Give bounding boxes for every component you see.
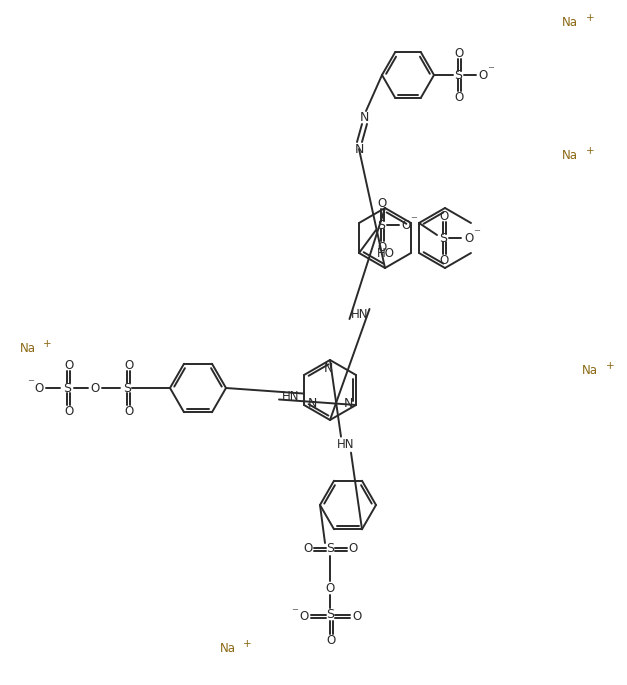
Text: O: O [34,382,44,395]
Text: Na: Na [220,641,236,654]
Text: S: S [123,382,131,395]
Text: HN: HN [337,438,355,451]
Text: ⁻: ⁻ [292,606,298,619]
Text: O: O [325,582,335,595]
Text: O: O [65,358,73,371]
Text: S: S [326,542,334,554]
Text: O: O [440,253,449,266]
Text: O: O [124,405,134,417]
Text: HN: HN [350,308,368,321]
Text: Na: Na [562,149,578,162]
Text: ⁻: ⁻ [411,214,418,227]
Text: S: S [63,382,71,395]
Text: O: O [465,232,473,245]
Text: O: O [455,90,463,103]
Text: ⁻: ⁻ [28,377,34,390]
Text: N: N [359,110,369,123]
Text: O: O [352,610,362,623]
Text: N: N [344,397,352,410]
Text: N: N [354,142,364,155]
Text: O: O [478,68,488,82]
Text: N: N [324,362,333,375]
Text: +: + [243,639,251,649]
Text: HN: HN [282,390,300,403]
Text: S: S [439,232,447,245]
Text: S: S [454,68,462,82]
Text: O: O [440,210,449,223]
Text: O: O [327,634,335,647]
Text: Na: Na [20,342,36,355]
Text: HO: HO [377,247,395,260]
Text: +: + [586,146,594,156]
Text: O: O [299,610,308,623]
Text: O: O [303,543,313,556]
Text: +: + [43,339,51,349]
Text: Na: Na [562,16,578,29]
Text: O: O [377,240,387,253]
Text: O: O [65,405,73,417]
Text: +: + [586,13,594,23]
Text: O: O [90,382,100,395]
Text: +: + [606,361,614,371]
Text: O: O [124,358,134,371]
Text: ⁻: ⁻ [473,227,480,240]
Text: O: O [455,47,463,60]
Text: O: O [377,197,387,210]
Text: S: S [377,219,385,232]
Text: O: O [401,219,411,232]
Text: S: S [326,608,334,621]
Text: Na: Na [582,364,598,377]
Text: ⁻: ⁻ [488,64,495,77]
Text: N: N [307,397,317,410]
Text: O: O [349,543,357,556]
